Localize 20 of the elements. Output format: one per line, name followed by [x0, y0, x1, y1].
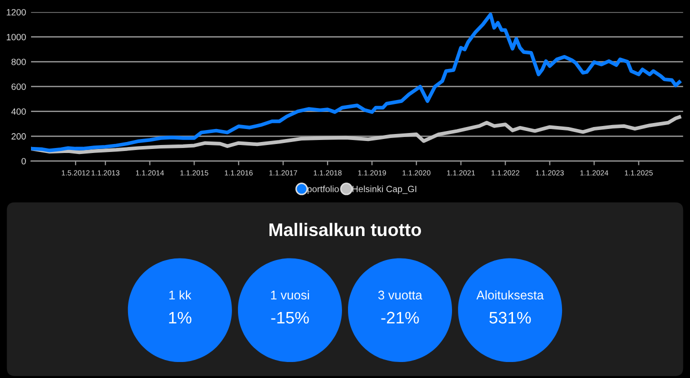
text: 3 vuotta	[378, 290, 422, 300]
text: -21%	[381, 312, 419, 324]
text: 1%	[169, 312, 192, 324]
text: Aloituksesta	[476, 290, 544, 300]
y-tick-label: 800	[12, 58, 26, 66]
legend-label: Helsinki Cap_GI	[352, 186, 416, 194]
text: -15%	[271, 312, 309, 324]
y-tick-label: 400	[11, 108, 26, 115]
y-tick-label: 200	[12, 133, 26, 140]
line-series	[31, 115, 682, 154]
text: Mallisalkun tuotto	[269, 222, 422, 236]
line-series	[31, 12, 682, 152]
text: 1 kk	[169, 290, 192, 300]
legend-label: portfolio	[308, 186, 339, 194]
y-tick-label: 1000	[6, 34, 26, 40]
text: 531%	[489, 312, 531, 324]
text: 1 vuosi	[271, 290, 309, 300]
y-tick-label: 600	[12, 84, 26, 90]
y-tick-label: 0	[22, 158, 26, 164]
y-tick-label: 1200	[6, 9, 26, 16]
